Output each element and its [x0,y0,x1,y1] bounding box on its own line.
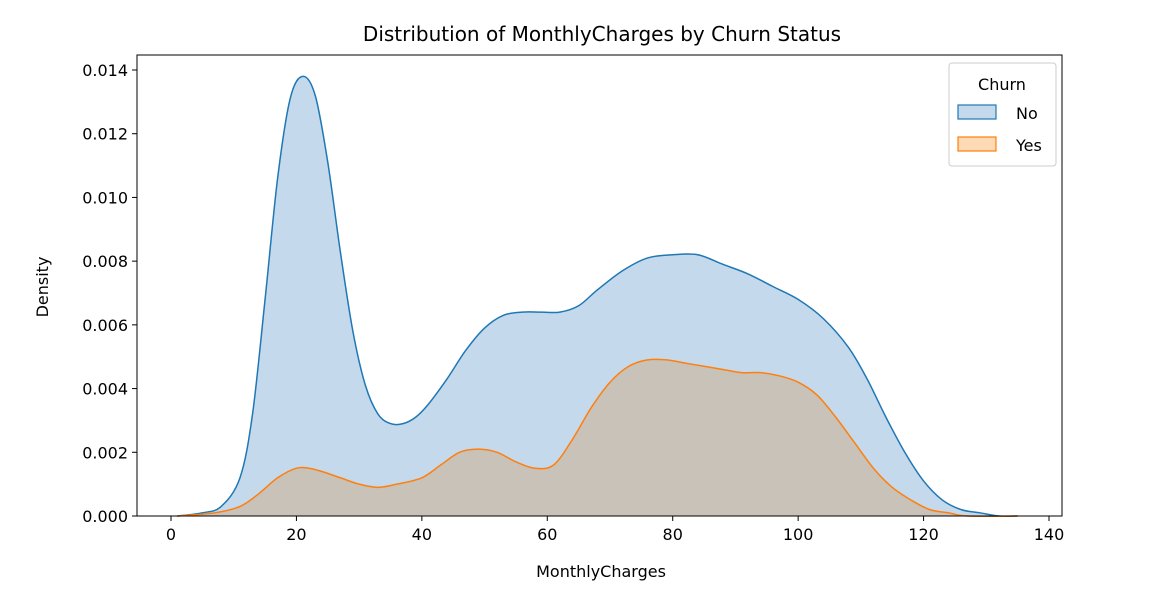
x-axis-label: MonthlyCharges [536,562,666,581]
legend-swatch-yes [957,136,997,152]
y-tick-label: 0.000 [82,507,128,526]
legend-label-no: No [1016,104,1038,123]
y-tick-label: 0.012 [82,125,128,144]
y-tick-label: 0.006 [82,316,128,335]
x-tick-label: 80 [663,525,683,544]
x-tick-label: 0 [166,525,176,544]
plot-frame [136,54,1063,517]
legend-swatch-no [957,104,997,120]
series-line-no [177,75,1018,517]
legend-title: Churn [978,75,1026,94]
series-area-yes [177,359,1018,517]
x-tick-label: 60 [537,525,557,544]
y-axis: 0.000 0.002 0.004 0.006 0.008 0.010 0.012 0.014 [82,61,137,526]
y-axis-label: Density [33,257,52,318]
x-tick-label: 20 [286,525,306,544]
x-tick-label: 120 [908,525,939,544]
x-tick-label: 40 [412,525,432,544]
legend-label-yes: Yes [1015,136,1042,155]
series-line-yes [177,358,1018,517]
x-tick-label: 140 [1034,525,1065,544]
y-tick-label: 0.002 [82,443,128,462]
y-tick-label: 0.008 [82,252,128,271]
y-tick-label: 0.010 [82,188,128,207]
y-tick-label: 0.014 [82,61,128,80]
chart-title: Distribution of MonthlyCharges by Churn … [363,22,841,46]
series-layer [177,75,1018,517]
x-tick-label: 100 [783,525,814,544]
y-tick-label: 0.004 [82,380,128,399]
legend: Churn No Yes [948,62,1057,167]
x-axis: 0 20 40 60 80 100 120 140 [166,516,1064,544]
